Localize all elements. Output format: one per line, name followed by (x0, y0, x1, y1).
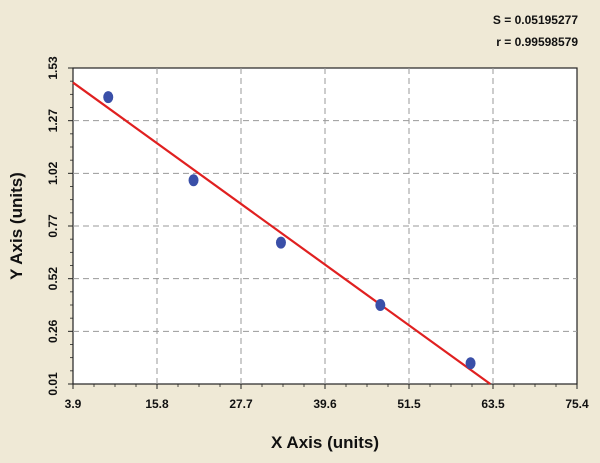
x-tick-label: 27.7 (229, 397, 253, 411)
data-point (275, 236, 286, 249)
y-tick-label: 0.01 (46, 372, 60, 396)
stat-s: S = 0.05195277 (493, 13, 578, 27)
x-tick-label: 51.5 (397, 397, 421, 411)
x-tick-labels: 3.9 15.8 27.7 39.6 51.5 63.5 75.4 (65, 397, 589, 411)
x-tick-label: 63.5 (481, 397, 505, 411)
x-tick-label: 3.9 (65, 397, 82, 411)
data-point (103, 91, 114, 104)
x-tick-label: 39.6 (313, 397, 337, 411)
minor-ticks (68, 67, 578, 389)
x-tick-label: 75.4 (565, 397, 589, 411)
stat-r: r = 0.99598579 (496, 35, 578, 49)
y-tick-label: 1.02 (46, 161, 60, 185)
y-tick-label: 0.52 (46, 267, 60, 291)
fit-line (72, 81, 491, 385)
x-tick-label: 15.8 (145, 397, 169, 411)
data-point (375, 299, 386, 311)
data-points (103, 91, 476, 370)
y-tick-label: 1.27 (46, 109, 60, 133)
grid (73, 68, 577, 384)
y-tick-label: 0.77 (46, 214, 60, 238)
data-point (465, 357, 476, 370)
y-tick-labels: 0.01 0.26 0.52 0.77 1.02 1.27 1.53 (46, 56, 60, 396)
y-tick-label: 1.53 (46, 56, 60, 80)
fit-line-group (72, 81, 491, 385)
data-point (188, 174, 199, 187)
x-axis-title: X Axis (units) (271, 433, 379, 452)
y-axis-title: Y Axis (units) (7, 172, 26, 280)
y-tick-label: 0.26 (46, 319, 60, 343)
